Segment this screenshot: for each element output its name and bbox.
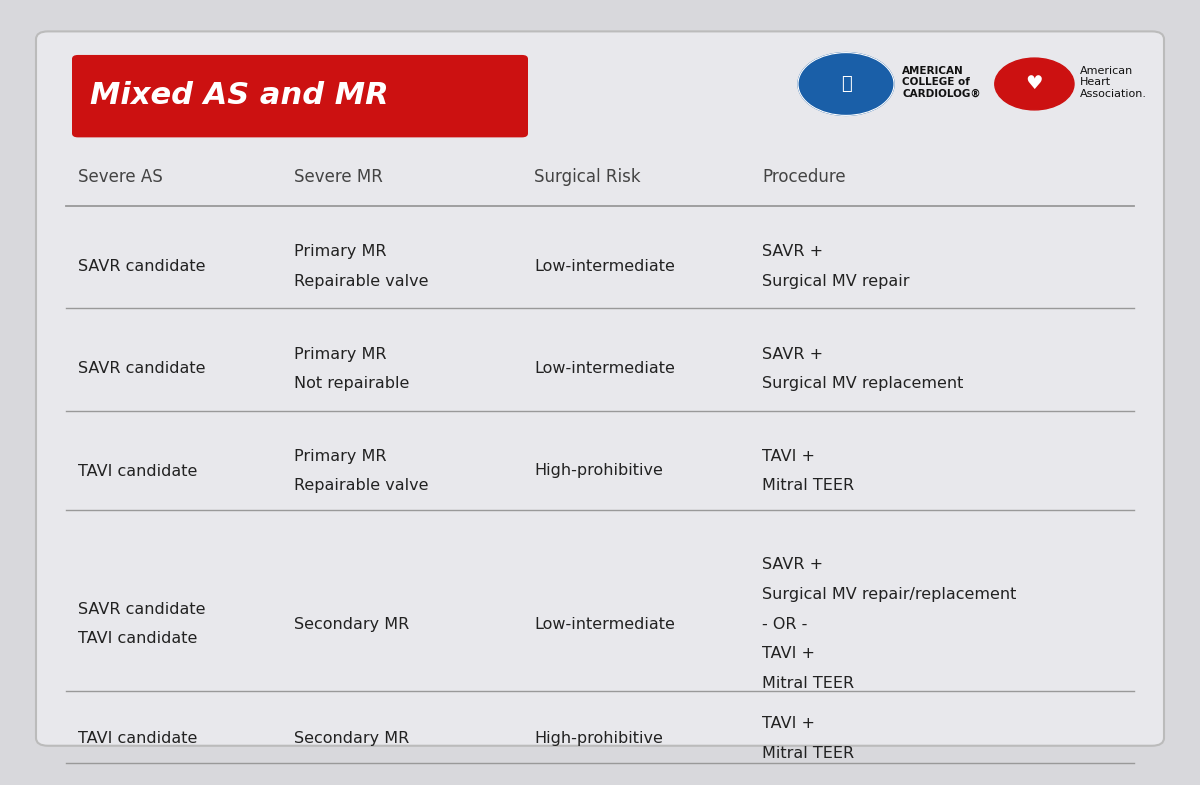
Text: Low-intermediate: Low-intermediate	[534, 361, 674, 377]
Text: TAVI +: TAVI +	[762, 448, 815, 464]
Text: Mitral TEER: Mitral TEER	[762, 676, 854, 692]
Text: TAVI candidate: TAVI candidate	[78, 631, 197, 647]
Text: SAVR candidate: SAVR candidate	[78, 361, 205, 377]
Text: Primary MR: Primary MR	[294, 244, 386, 260]
Text: Low-intermediate: Low-intermediate	[534, 259, 674, 275]
Text: Primary MR: Primary MR	[294, 448, 386, 464]
Text: Mitral TEER: Mitral TEER	[762, 746, 854, 761]
Text: Severe AS: Severe AS	[78, 168, 163, 185]
Text: Primary MR: Primary MR	[294, 346, 386, 362]
Text: AMERICAN: AMERICAN	[902, 66, 964, 75]
Text: Repairable valve: Repairable valve	[294, 478, 428, 494]
Text: SAVR candidate: SAVR candidate	[78, 601, 205, 617]
Text: Low-intermediate: Low-intermediate	[534, 616, 674, 632]
Text: SAVR candidate: SAVR candidate	[78, 259, 205, 275]
FancyBboxPatch shape	[72, 55, 528, 137]
Text: Surgical MV repair/replacement: Surgical MV repair/replacement	[762, 586, 1016, 602]
Text: 🌐: 🌐	[841, 75, 851, 93]
Text: SAVR +: SAVR +	[762, 557, 823, 572]
Text: Mitral TEER: Mitral TEER	[762, 478, 854, 494]
Text: Surgical Risk: Surgical Risk	[534, 168, 641, 185]
Text: SAVR +: SAVR +	[762, 244, 823, 260]
Text: Severe MR: Severe MR	[294, 168, 383, 185]
Text: Procedure: Procedure	[762, 168, 846, 185]
Text: High-prohibitive: High-prohibitive	[534, 463, 662, 479]
Text: Surgical MV repair: Surgical MV repair	[762, 274, 910, 290]
Text: Repairable valve: Repairable valve	[294, 274, 428, 290]
FancyBboxPatch shape	[36, 31, 1164, 746]
Text: Secondary MR: Secondary MR	[294, 731, 409, 747]
Text: TAVI candidate: TAVI candidate	[78, 731, 197, 747]
Text: SAVR +: SAVR +	[762, 346, 823, 362]
Text: Not repairable: Not repairable	[294, 376, 409, 392]
Text: ♥: ♥	[1026, 75, 1043, 93]
Text: CARDIOLOG®: CARDIOLOG®	[902, 89, 982, 99]
Text: TAVI candidate: TAVI candidate	[78, 463, 197, 479]
Text: - OR -: - OR -	[762, 616, 808, 632]
Text: TAVI +: TAVI +	[762, 646, 815, 662]
Text: Surgical MV replacement: Surgical MV replacement	[762, 376, 964, 392]
Text: Association.: Association.	[1080, 89, 1147, 99]
Circle shape	[798, 53, 894, 115]
Text: Mixed AS and MR: Mixed AS and MR	[90, 82, 389, 110]
Text: High-prohibitive: High-prohibitive	[534, 731, 662, 747]
Text: Heart: Heart	[1080, 78, 1111, 87]
Circle shape	[995, 58, 1074, 110]
Text: Secondary MR: Secondary MR	[294, 616, 409, 632]
Text: TAVI +: TAVI +	[762, 716, 815, 732]
Text: American: American	[1080, 66, 1133, 75]
Text: COLLEGE of: COLLEGE of	[902, 78, 971, 87]
